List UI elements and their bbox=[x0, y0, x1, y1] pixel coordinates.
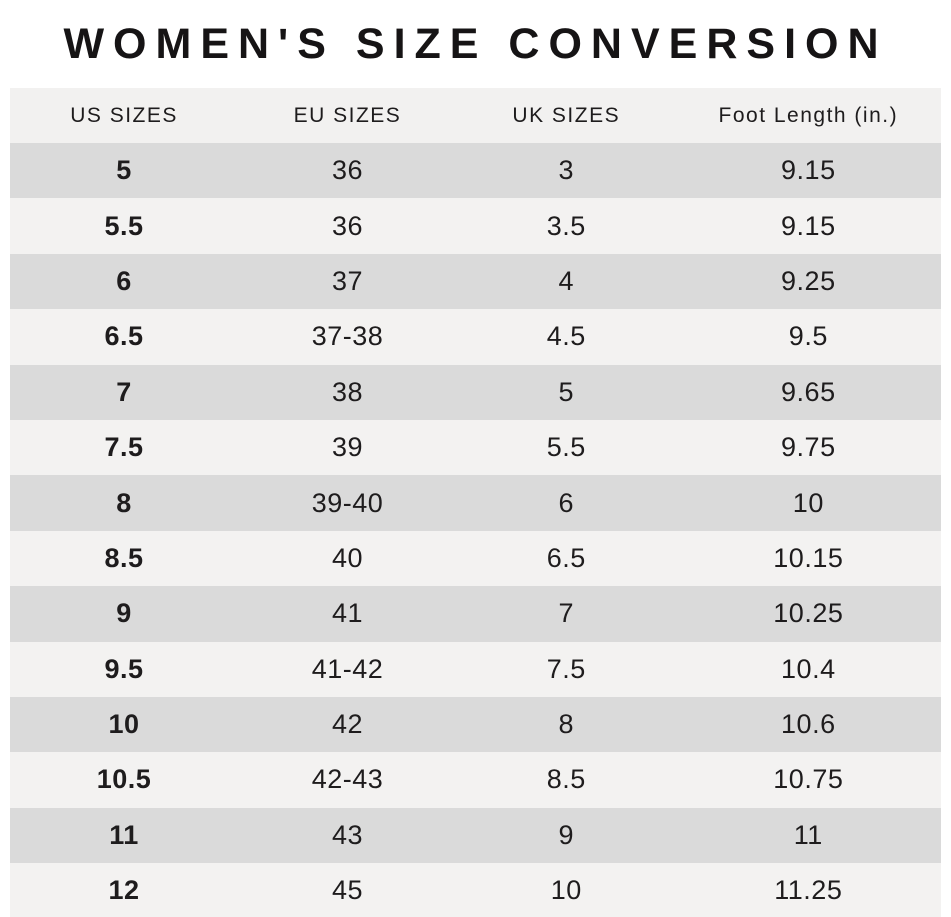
uk-size-cell: 6 bbox=[558, 487, 575, 518]
us-size-cell: 11 bbox=[109, 819, 139, 850]
us-size-cell: 6 bbox=[116, 265, 132, 296]
eu-size-cell: 42-43 bbox=[311, 764, 384, 795]
eu-size-cell: 40 bbox=[331, 542, 363, 573]
uk-size-cell: 9 bbox=[558, 819, 575, 850]
uk-size-cell: 3.5 bbox=[546, 210, 586, 241]
table-row: 8 39-40 6 10 bbox=[10, 475, 941, 531]
eu-size-cell: 39-40 bbox=[311, 487, 384, 518]
foot-length-cell: 10.6 bbox=[781, 709, 836, 740]
us-size-cell: 8.5 bbox=[104, 542, 144, 573]
foot-length-cell: 10.75 bbox=[773, 764, 844, 795]
us-size-cell: 8 bbox=[116, 487, 132, 518]
eu-size-cell: 36 bbox=[331, 155, 363, 186]
foot-length-cell: 10.15 bbox=[773, 542, 844, 573]
foot-length-cell: 10.4 bbox=[781, 653, 836, 684]
uk-size-cell: 8 bbox=[558, 709, 575, 740]
eu-size-cell: 42 bbox=[331, 709, 363, 740]
eu-size-cell: 41 bbox=[331, 598, 363, 629]
foot-length-cell: 11 bbox=[793, 819, 823, 850]
table-body: 5 36 3 9.15 5.5 36 3.5 9.15 6 37 4 9.25 … bbox=[10, 143, 941, 917]
us-size-cell: 7 bbox=[116, 376, 132, 407]
table-row: 12 45 10 11.25 bbox=[10, 863, 941, 917]
column-header-us-sizes: US SIZES bbox=[70, 103, 178, 127]
table-row: 5.5 36 3.5 9.15 bbox=[10, 198, 941, 254]
uk-size-cell: 4.5 bbox=[546, 321, 586, 352]
table-header-row: US SIZES EU SIZES UK SIZES Foot Length (… bbox=[10, 88, 941, 143]
us-size-cell: 9.5 bbox=[104, 653, 144, 684]
size-conversion-table: US SIZES EU SIZES UK SIZES Foot Length (… bbox=[10, 88, 941, 917]
foot-length-cell: 11.25 bbox=[774, 875, 843, 906]
us-size-cell: 6.5 bbox=[104, 321, 144, 352]
eu-size-cell: 45 bbox=[331, 875, 363, 906]
eu-size-cell: 43 bbox=[331, 819, 363, 850]
foot-length-cell: 10.25 bbox=[773, 598, 844, 629]
uk-size-cell: 10 bbox=[550, 875, 582, 906]
us-size-cell: 9 bbox=[116, 598, 132, 629]
foot-length-cell: 9.75 bbox=[781, 432, 836, 463]
eu-size-cell: 38 bbox=[331, 376, 363, 407]
us-size-cell: 5.5 bbox=[104, 210, 144, 241]
us-size-cell: 10 bbox=[108, 709, 140, 740]
table-row: 6.5 37-38 4.5 9.5 bbox=[10, 309, 941, 365]
foot-length-cell: 9.15 bbox=[781, 155, 836, 186]
uk-size-cell: 8.5 bbox=[546, 764, 586, 795]
table-row: 9 41 7 10.25 bbox=[10, 586, 941, 642]
uk-size-cell: 5 bbox=[558, 376, 575, 407]
table-row: 10 42 8 10.6 bbox=[10, 696, 941, 753]
table-row: 10.5 42-43 8.5 10.75 bbox=[10, 752, 941, 808]
table-row: 9.5 41-42 7.5 10.4 bbox=[10, 641, 941, 697]
table-row: 7.5 39 5.5 9.75 bbox=[10, 419, 941, 476]
foot-length-cell: 9.5 bbox=[788, 321, 828, 352]
us-size-cell: 5 bbox=[116, 155, 132, 186]
eu-size-cell: 37-38 bbox=[311, 321, 384, 352]
table-row: 11 43 9 11 bbox=[10, 807, 941, 864]
uk-size-cell: 7.5 bbox=[546, 653, 586, 684]
page-title: WOMEN'S SIZE CONVERSION bbox=[63, 19, 888, 68]
foot-length-cell: 9.25 bbox=[781, 265, 836, 296]
table-row: 6 37 4 9.25 bbox=[10, 253, 941, 310]
uk-size-cell: 3 bbox=[558, 155, 575, 186]
table-row: 7 38 5 9.65 bbox=[10, 364, 941, 420]
us-size-cell: 10.5 bbox=[96, 764, 152, 795]
us-size-cell: 7.5 bbox=[104, 432, 144, 463]
eu-size-cell: 39 bbox=[331, 432, 363, 463]
us-size-cell: 12 bbox=[108, 875, 140, 906]
column-header-uk-sizes: UK SIZES bbox=[512, 103, 621, 127]
eu-size-cell: 41-42 bbox=[311, 653, 384, 684]
eu-size-cell: 37 bbox=[331, 265, 363, 296]
uk-size-cell: 6.5 bbox=[546, 542, 586, 573]
eu-size-cell: 36 bbox=[331, 210, 363, 241]
foot-length-cell: 10 bbox=[792, 487, 824, 518]
table-row: 8.5 40 6.5 10.15 bbox=[10, 530, 941, 587]
uk-size-cell: 5.5 bbox=[546, 432, 586, 463]
uk-size-cell: 7 bbox=[558, 598, 575, 629]
foot-length-cell: 9.15 bbox=[781, 210, 836, 241]
uk-size-cell: 4 bbox=[558, 265, 575, 296]
table-row: 5 36 3 9.15 bbox=[10, 143, 941, 199]
column-header-foot-length: Foot Length (in.) bbox=[718, 103, 899, 127]
column-header-eu-sizes: EU SIZES bbox=[293, 103, 402, 127]
foot-length-cell: 9.65 bbox=[781, 376, 836, 407]
